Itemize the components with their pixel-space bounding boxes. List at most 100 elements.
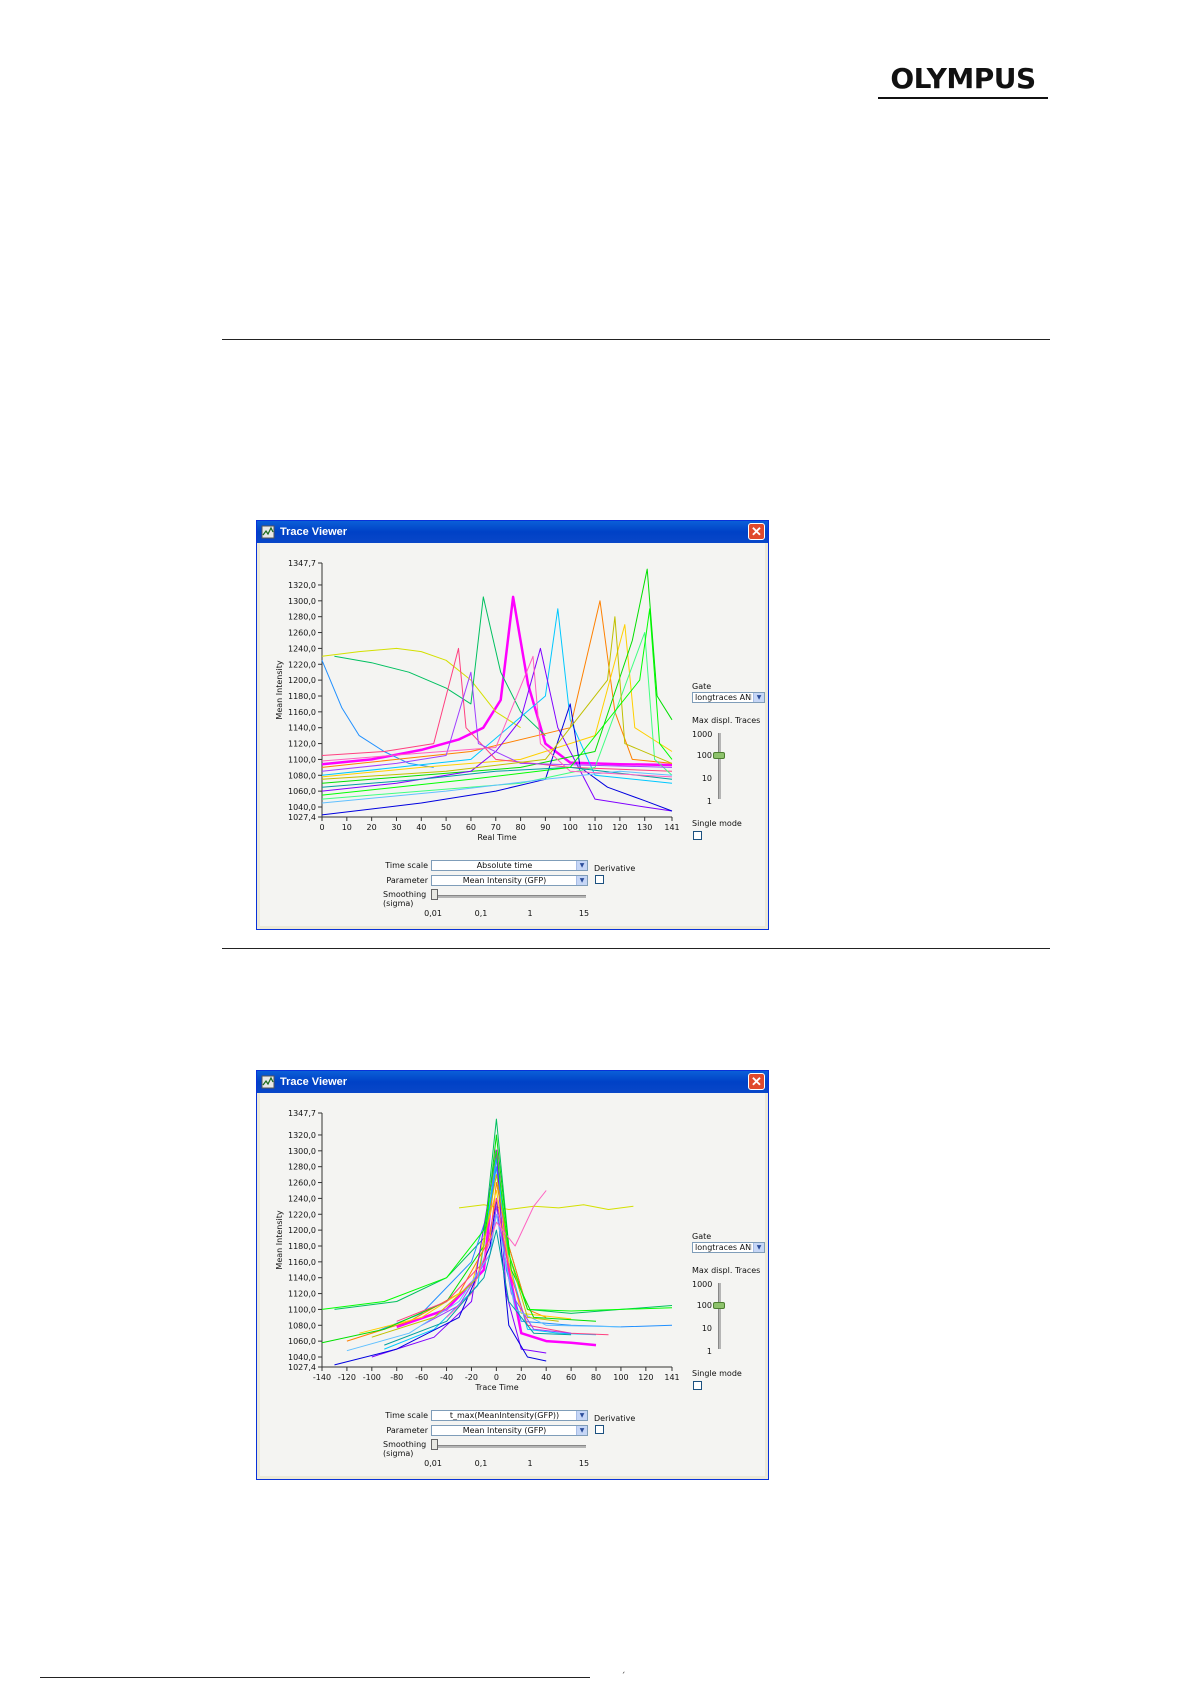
- x-tick-label: 10: [342, 823, 352, 832]
- y-tick-label: 1240,0: [288, 1194, 316, 1203]
- max-traces-tick-100: 100: [696, 1301, 712, 1310]
- smoothing-tick: 15: [578, 1459, 590, 1468]
- window-client: 1347,7 1320,0 1300,0 1280,0 1260,0 1240,0 1220…: [260, 543, 765, 926]
- trace-viewer-app-icon: [261, 525, 275, 539]
- gate-value: longtraces AND: [695, 693, 752, 702]
- trace-line-1: [396, 1149, 597, 1347]
- derivative-label: Derivative: [594, 1414, 636, 1423]
- gate-label: Gate: [692, 682, 712, 691]
- x-tick-label: -20: [465, 1373, 478, 1382]
- x-tick-label: 141: [664, 1373, 679, 1382]
- y-tick-label: 1320,0: [288, 581, 316, 590]
- parameter-select[interactable]: Mean Intensity (GFP) ▼: [431, 1425, 588, 1436]
- max-traces-tick-100: 100: [696, 751, 712, 760]
- y-tick-label: 1260,0: [288, 1179, 316, 1188]
- smoothing-slider-track[interactable]: [434, 1445, 586, 1448]
- footer-mark: ´: [621, 1672, 626, 1682]
- parameter-label: Parameter: [386, 1426, 428, 1435]
- close-button[interactable]: ✕: [748, 1073, 765, 1090]
- x-tick-label: -100: [363, 1373, 381, 1382]
- time-scale-select[interactable]: Absolute time ▼: [431, 860, 588, 871]
- parameter-label: Parameter: [386, 876, 428, 885]
- x-tick-label: 120: [638, 1373, 653, 1382]
- y-tick-label: 1100,0: [288, 755, 316, 764]
- logo-text: OLYMPUS: [890, 62, 1036, 95]
- max-traces-slider-thumb[interactable]: [713, 752, 725, 759]
- chevron-down-icon: ▼: [576, 861, 587, 870]
- x-tick-label: 90: [540, 823, 550, 832]
- x-tick-label: 0: [319, 823, 324, 832]
- x-tick-label: 0: [494, 1373, 499, 1382]
- x-axis-label: Trace Time: [474, 1383, 518, 1392]
- max-traces-slider-thumb[interactable]: [713, 1302, 725, 1309]
- x-tick-label: 30: [391, 823, 401, 832]
- parameter-select[interactable]: Mean Intensity (GFP) ▼: [431, 875, 588, 886]
- derivative-checkbox[interactable]: [595, 875, 604, 884]
- y-tick-label: 1060,0: [288, 787, 316, 796]
- smoothing-label: Smoothing (sigma): [383, 890, 427, 908]
- max-traces-tick-1000: 1000: [692, 730, 713, 739]
- y-tick-label: 1027,4: [288, 813, 316, 822]
- derivative-checkbox[interactable]: [595, 1425, 604, 1434]
- trace-line-15: [321, 770, 673, 804]
- trace-line-16: [321, 616, 673, 780]
- smoothing-slider-thumb[interactable]: [431, 1439, 438, 1450]
- x-tick-label: 60: [466, 823, 476, 832]
- logo-underline: [878, 97, 1048, 99]
- x-tick-label: 100: [563, 823, 578, 832]
- close-button[interactable]: ✕: [748, 523, 765, 540]
- max-traces-slider-track[interactable]: [718, 1283, 721, 1349]
- gate-select[interactable]: longtraces AND ▼: [692, 1242, 765, 1253]
- smoothing-tick: 1: [527, 1459, 533, 1468]
- y-tick-label: 1347,7: [288, 1109, 316, 1118]
- x-tick-label: -140: [313, 1373, 331, 1382]
- close-icon: ✕: [751, 524, 762, 539]
- trace-line-5: [321, 608, 673, 784]
- max-traces-slider-track[interactable]: [718, 733, 721, 799]
- x-tick-label: 60: [566, 1373, 576, 1382]
- title-bar[interactable]: Trace Viewer ✕: [257, 1071, 768, 1093]
- x-tick-label: -60: [415, 1373, 428, 1382]
- smoothing-slider-track[interactable]: [434, 895, 586, 898]
- time-scale-select[interactable]: t_max(MeanIntensity(GFP)) ▼: [431, 1410, 588, 1421]
- max-traces-tick-1: 1: [706, 1347, 712, 1356]
- trace-line-1: [321, 595, 673, 767]
- time-scale-value: t_max(MeanIntensity(GFP)): [449, 1411, 560, 1420]
- smoothing-tick: 0,01: [424, 909, 442, 918]
- y-tick-label: 1347,7: [288, 559, 316, 568]
- y-tick-label: 1100,0: [288, 1305, 316, 1314]
- trace-line-2: [458, 1204, 634, 1210]
- title-bar[interactable]: Trace Viewer ✕: [257, 521, 768, 543]
- single-mode-checkbox[interactable]: [693, 1381, 702, 1390]
- max-traces-label: Max displ. Traces: [692, 716, 761, 725]
- smoothing-tick: 0,1: [474, 909, 488, 918]
- single-mode-checkbox[interactable]: [693, 831, 702, 840]
- section-divider-middle: [222, 948, 1050, 949]
- x-tick-label: 40: [541, 1373, 551, 1382]
- y-tick-label: 1080,0: [288, 1321, 316, 1330]
- trace-line-9: [321, 647, 673, 812]
- y-tick-label: 1027,4: [288, 1363, 316, 1372]
- trace-line-2: [321, 647, 521, 729]
- y-tick-label: 1140,0: [288, 1274, 316, 1283]
- x-tick-label: 40: [416, 823, 426, 832]
- y-tick-label: 1280,0: [288, 1163, 316, 1172]
- smoothing-slider-thumb[interactable]: [431, 889, 438, 900]
- y-tick-label: 1040,0: [288, 1353, 316, 1362]
- olympus-logo: OLYMPUS: [878, 64, 1048, 99]
- y-tick-label: 1280,0: [288, 613, 316, 622]
- max-traces-tick-1000: 1000: [692, 1280, 713, 1289]
- trace-line-10: [334, 1197, 547, 1366]
- gate-select[interactable]: longtraces AND ▼: [692, 692, 765, 703]
- max-traces-tick-10: 10: [701, 1324, 712, 1333]
- y-tick-label: 1320,0: [288, 1131, 316, 1140]
- trace-line-8: [321, 568, 673, 784]
- footer-rule: [40, 1677, 590, 1678]
- x-tick-label: -120: [338, 1373, 356, 1382]
- trace-line-6: [321, 600, 673, 768]
- parameter-value: Mean Intensity (GFP): [462, 1426, 547, 1435]
- y-tick-label: 1080,0: [288, 771, 316, 780]
- smoothing-tick: 0,1: [474, 1459, 488, 1468]
- smoothing-tick: 0,01: [424, 1459, 442, 1468]
- y-tick-label: 1300,0: [288, 1147, 316, 1156]
